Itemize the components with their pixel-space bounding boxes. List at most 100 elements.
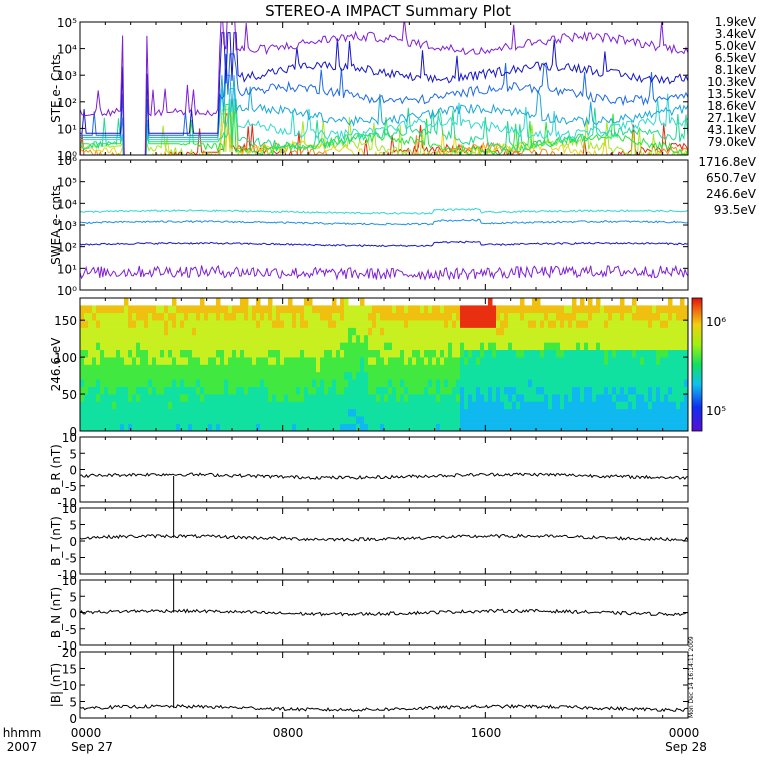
pad-cell [440, 416, 445, 424]
pad-cell [396, 342, 401, 351]
pad-cell [316, 379, 321, 387]
pad-cell [548, 327, 553, 336]
bt-ytick-label: 0 [69, 535, 77, 549]
pad-cell [296, 305, 301, 314]
pad-cell [232, 423, 237, 431]
pad-cell [300, 364, 305, 373]
swea-ytick-label: 10⁴ [57, 197, 77, 211]
pad-cell [668, 416, 673, 424]
pad-cell [560, 416, 565, 424]
pad-cell [368, 379, 373, 387]
colorbar-label-top: 10⁶ [706, 315, 726, 329]
pad-cell [108, 401, 113, 410]
pad-cell [264, 305, 269, 314]
pad-cell [440, 334, 445, 343]
pad-cell [116, 394, 121, 402]
pad-cell [124, 394, 129, 402]
swea-legend-93.5eV: 93.5eV [714, 203, 757, 217]
pad-cell [136, 320, 141, 328]
pad-cell [572, 349, 577, 358]
pad-cell [592, 408, 597, 417]
pad-cell [568, 349, 573, 358]
pad-cell [440, 342, 445, 351]
pad-cell [232, 357, 237, 365]
pad-cell [460, 334, 465, 343]
pad-cell [344, 320, 349, 328]
pad-cell [120, 386, 125, 395]
pad-cell [144, 394, 149, 402]
pad-cell [332, 349, 337, 358]
pad-cell [304, 386, 309, 395]
pad-cell [548, 408, 553, 417]
pad-cell [512, 386, 517, 395]
swea-ytick-label: 10¹ [57, 262, 77, 276]
pad-cell [132, 349, 137, 358]
pad-cell [572, 416, 577, 424]
pad-cell [380, 371, 385, 380]
pad-cell [384, 327, 389, 336]
pad-cell [364, 349, 369, 358]
pad-cell [420, 334, 425, 343]
pad-cell [368, 401, 373, 410]
pad-cell [384, 357, 389, 365]
pad-cell [448, 312, 453, 321]
pad-cell [672, 327, 677, 336]
pad-cell [556, 327, 561, 336]
pad-cell [152, 408, 157, 417]
pad-cell [320, 305, 325, 314]
pad-cell [424, 364, 429, 373]
pad-cell [312, 349, 317, 358]
pad-cell [456, 423, 461, 431]
pad-cell [508, 401, 513, 410]
pad-cell [240, 327, 245, 336]
pad-cell [408, 334, 413, 343]
pad-cell [128, 401, 133, 410]
pad-cell [648, 357, 653, 365]
pad-cell [600, 416, 605, 424]
pad-cell [196, 320, 201, 328]
pad-cell [396, 334, 401, 343]
pad-cell [180, 423, 185, 431]
pad-cell [120, 371, 125, 380]
pad-cell [388, 408, 393, 417]
pad-cell [460, 312, 465, 321]
pad-cell [100, 342, 105, 351]
pad-cell [148, 408, 153, 417]
pad-cell [536, 312, 541, 321]
pad-cell [416, 423, 421, 431]
pad-cell [604, 394, 609, 402]
pad-cell [348, 305, 353, 314]
pad-cell [528, 305, 533, 314]
pad-cell [196, 305, 201, 314]
pad-cell [380, 327, 385, 336]
pad-cell [396, 379, 401, 387]
pad-cell [100, 327, 105, 336]
pad-cell [308, 401, 313, 410]
pad-cell [196, 371, 201, 380]
pad-cell [140, 312, 145, 321]
pad-cell [372, 386, 377, 395]
pad-cell [136, 401, 141, 410]
pad-cell [404, 394, 409, 402]
pad-cell [632, 408, 637, 417]
pad-cell [564, 320, 569, 328]
pad-cell [360, 401, 365, 410]
pad-cell [464, 394, 469, 402]
pad-cell [292, 423, 297, 431]
pad-cell [616, 327, 621, 336]
pad-cell [192, 327, 197, 336]
pad-cell [144, 423, 149, 431]
pad-cell [124, 364, 129, 373]
pad-cell [260, 334, 265, 343]
pad-cell [132, 305, 137, 314]
pad-cell [412, 327, 417, 336]
pad-cell [384, 386, 389, 395]
pad-cell [324, 342, 329, 351]
pad-cell [592, 349, 597, 358]
pad-cell [544, 312, 549, 321]
pad-cell [108, 408, 113, 417]
pad-cell [152, 327, 157, 336]
pad-cell [168, 379, 173, 387]
pad-cell [472, 416, 477, 424]
bmag-ytick-label: 10 [62, 679, 77, 693]
